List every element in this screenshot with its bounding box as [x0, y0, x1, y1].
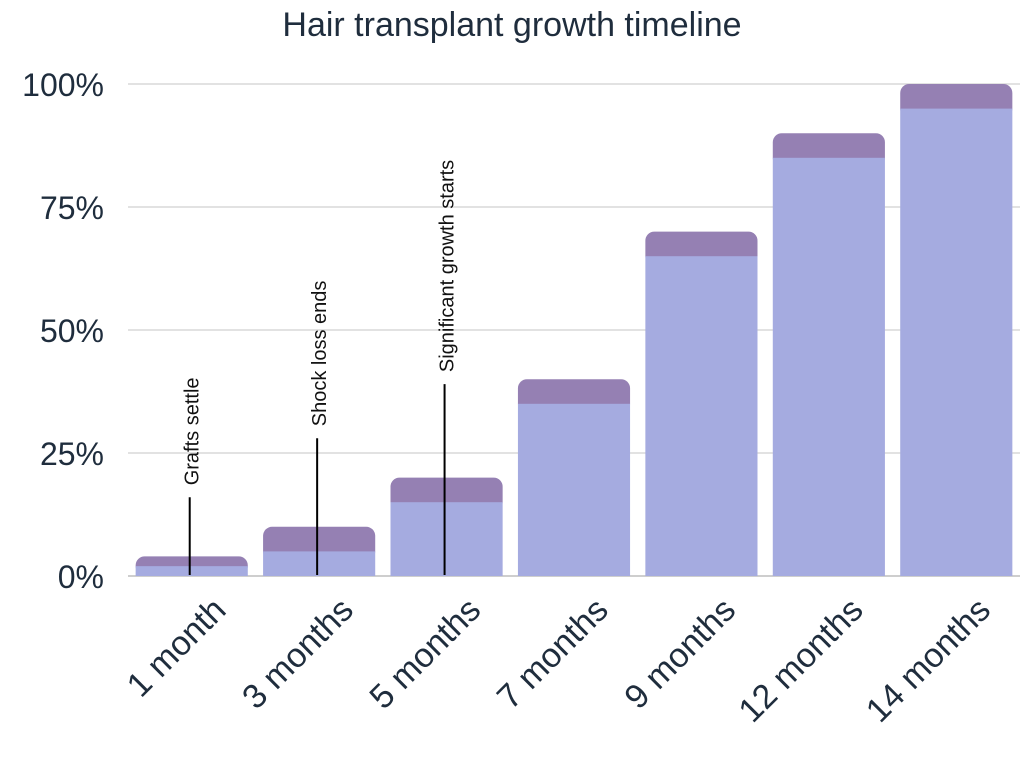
annotation-label: Shock loss ends	[309, 281, 331, 427]
bar-base-segment	[390, 502, 503, 576]
bar-base-segment	[900, 108, 1013, 576]
bar-base-segment	[135, 566, 248, 576]
y-tick-label: 0%	[58, 559, 104, 595]
x-tick-label: 9 months	[617, 591, 743, 717]
x-tick-label: 3 months	[235, 591, 361, 717]
x-tick-label: 12 months	[731, 591, 870, 730]
annotation-label: Grafts settle	[182, 377, 204, 485]
y-tick-label: 25%	[40, 436, 104, 472]
y-tick-label: 100%	[22, 67, 104, 103]
x-tick-label: 14 months	[859, 591, 998, 730]
chart-title: Hair transplant growth timeline	[282, 6, 741, 44]
y-tick-label: 50%	[40, 313, 104, 349]
x-axis-ticks: 1 month 3 months 5 months 7 months 9 months1…	[120, 591, 998, 730]
bar-base-segment	[645, 256, 758, 576]
y-tick-label: 75%	[40, 190, 104, 226]
bar-base-segment	[517, 403, 631, 576]
bar-base-segment	[772, 157, 885, 577]
x-tick-label: 7 months	[490, 591, 616, 717]
annotation-label: Significant growth starts	[437, 160, 459, 372]
x-tick-label: 5 months	[362, 591, 488, 717]
bar-base-segment	[263, 551, 376, 576]
y-axis-ticks: 0% 25% 50% 75% 100%	[22, 67, 104, 595]
bars	[135, 84, 1013, 577]
x-tick-label: 1 month	[120, 591, 234, 705]
annotations: Grafts settle Shock loss ends Significant …	[182, 160, 459, 575]
